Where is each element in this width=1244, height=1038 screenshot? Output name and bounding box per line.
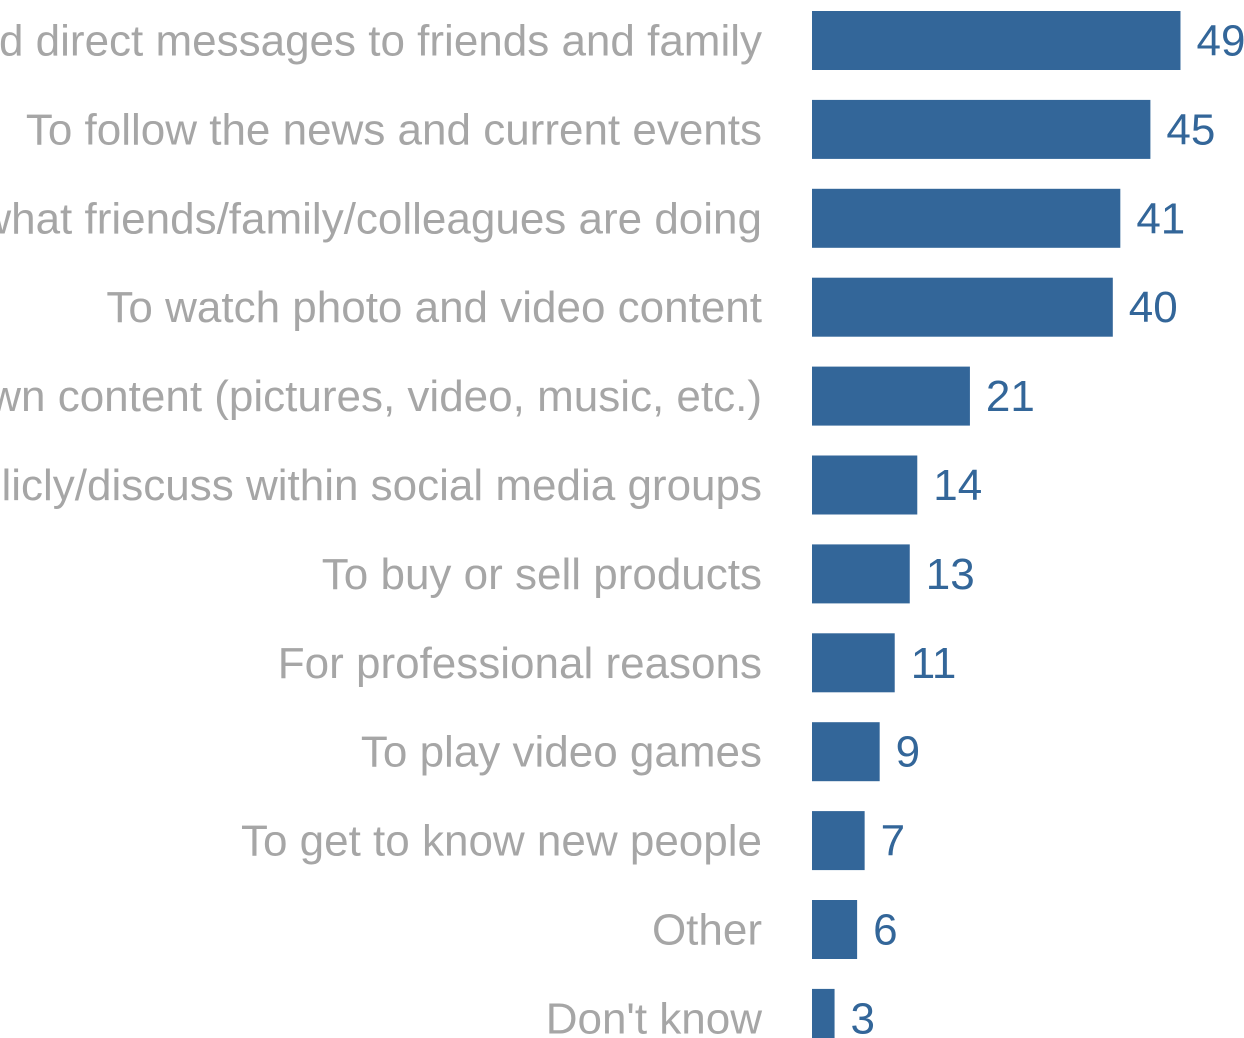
bar [812, 988, 835, 1038]
category-label: To follow the news and current events [26, 105, 762, 154]
category-labels: To send direct messages to friends and f… [0, 17, 762, 1038]
category-label: To share my own content (pictures, video… [0, 372, 762, 421]
value-label: 40 [1129, 283, 1178, 332]
bars [812, 11, 1181, 1038]
value-label: 41 [1136, 194, 1185, 243]
bar [812, 633, 895, 693]
bar [812, 277, 1113, 337]
bar [812, 811, 865, 871]
value-label: 6 [873, 906, 897, 955]
bar [812, 900, 858, 959]
category-label: To buy or sell products [322, 550, 762, 599]
bar [812, 366, 970, 426]
category-label: Other [652, 906, 762, 955]
category-label: For professional reasons [278, 639, 762, 688]
category-label: Don't know [546, 994, 763, 1038]
value-label: 45 [1166, 105, 1215, 154]
value-label: 14 [933, 461, 982, 510]
category-label: To send direct messages to friends and f… [0, 17, 762, 66]
category-label: To express my opinion publicly/discuss w… [0, 461, 762, 510]
bar [812, 722, 880, 782]
bar [812, 99, 1151, 159]
category-label: To watch photo and video content [106, 283, 762, 332]
value-label: 13 [926, 550, 975, 599]
value-label: 9 [896, 728, 920, 777]
value-label: 3 [851, 994, 875, 1038]
category-label: To play video games [361, 728, 762, 777]
bar [812, 188, 1121, 248]
value-label: 7 [881, 817, 905, 866]
bar [812, 544, 910, 604]
category-label: To get to know new people [241, 817, 762, 866]
value-label: 21 [986, 372, 1035, 421]
value-label: 11 [911, 639, 957, 688]
category-label: To follow what friends/family/colleagues… [0, 194, 762, 243]
bar [812, 11, 1181, 70]
bar [812, 455, 918, 515]
value-label: 49 [1196, 17, 1244, 66]
